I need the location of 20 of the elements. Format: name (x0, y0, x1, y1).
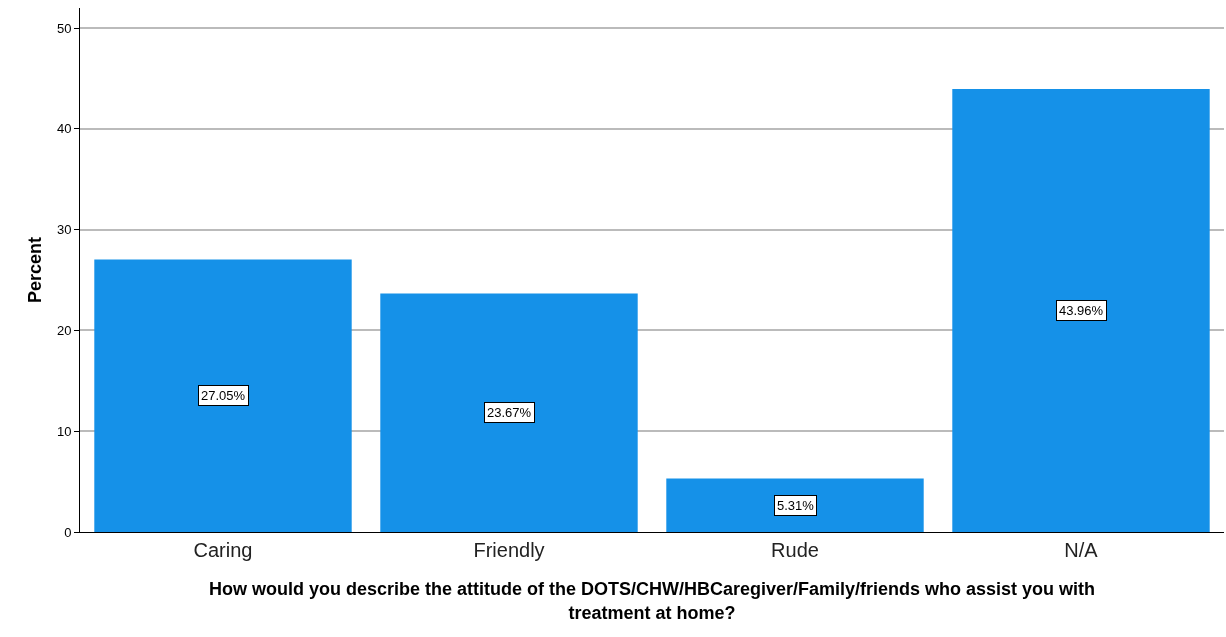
x-tick-label: Caring (193, 539, 253, 561)
bar (666, 478, 924, 532)
bar (952, 89, 1210, 532)
x-axis-title: How would you describe the attitude of the DOTS/CHW/HBCaregiver/Family/friends who assist you with treatment at home? (208, 579, 1096, 623)
data-label: 27.05% (201, 388, 246, 403)
x-tick-label: Friendly (473, 539, 545, 561)
data-label: 5.31% (777, 498, 815, 513)
data-label: 23.67% (487, 405, 532, 420)
y-tick-label: 50 (56, 20, 72, 36)
data-label: 43.96% (1059, 303, 1104, 318)
y-tick-label: 20 (56, 323, 72, 339)
y-tick-label: 30 (56, 222, 72, 238)
y-tick-label: 10 (56, 423, 72, 439)
x-tick-label: Rude (771, 539, 819, 561)
y-axis-title: Percent (25, 236, 46, 304)
y-tick-label: 0 (64, 524, 72, 540)
bar (94, 259, 352, 532)
bar (380, 293, 638, 532)
y-tick-label: 40 (56, 121, 72, 137)
x-tick-label: N/A (1064, 539, 1099, 561)
